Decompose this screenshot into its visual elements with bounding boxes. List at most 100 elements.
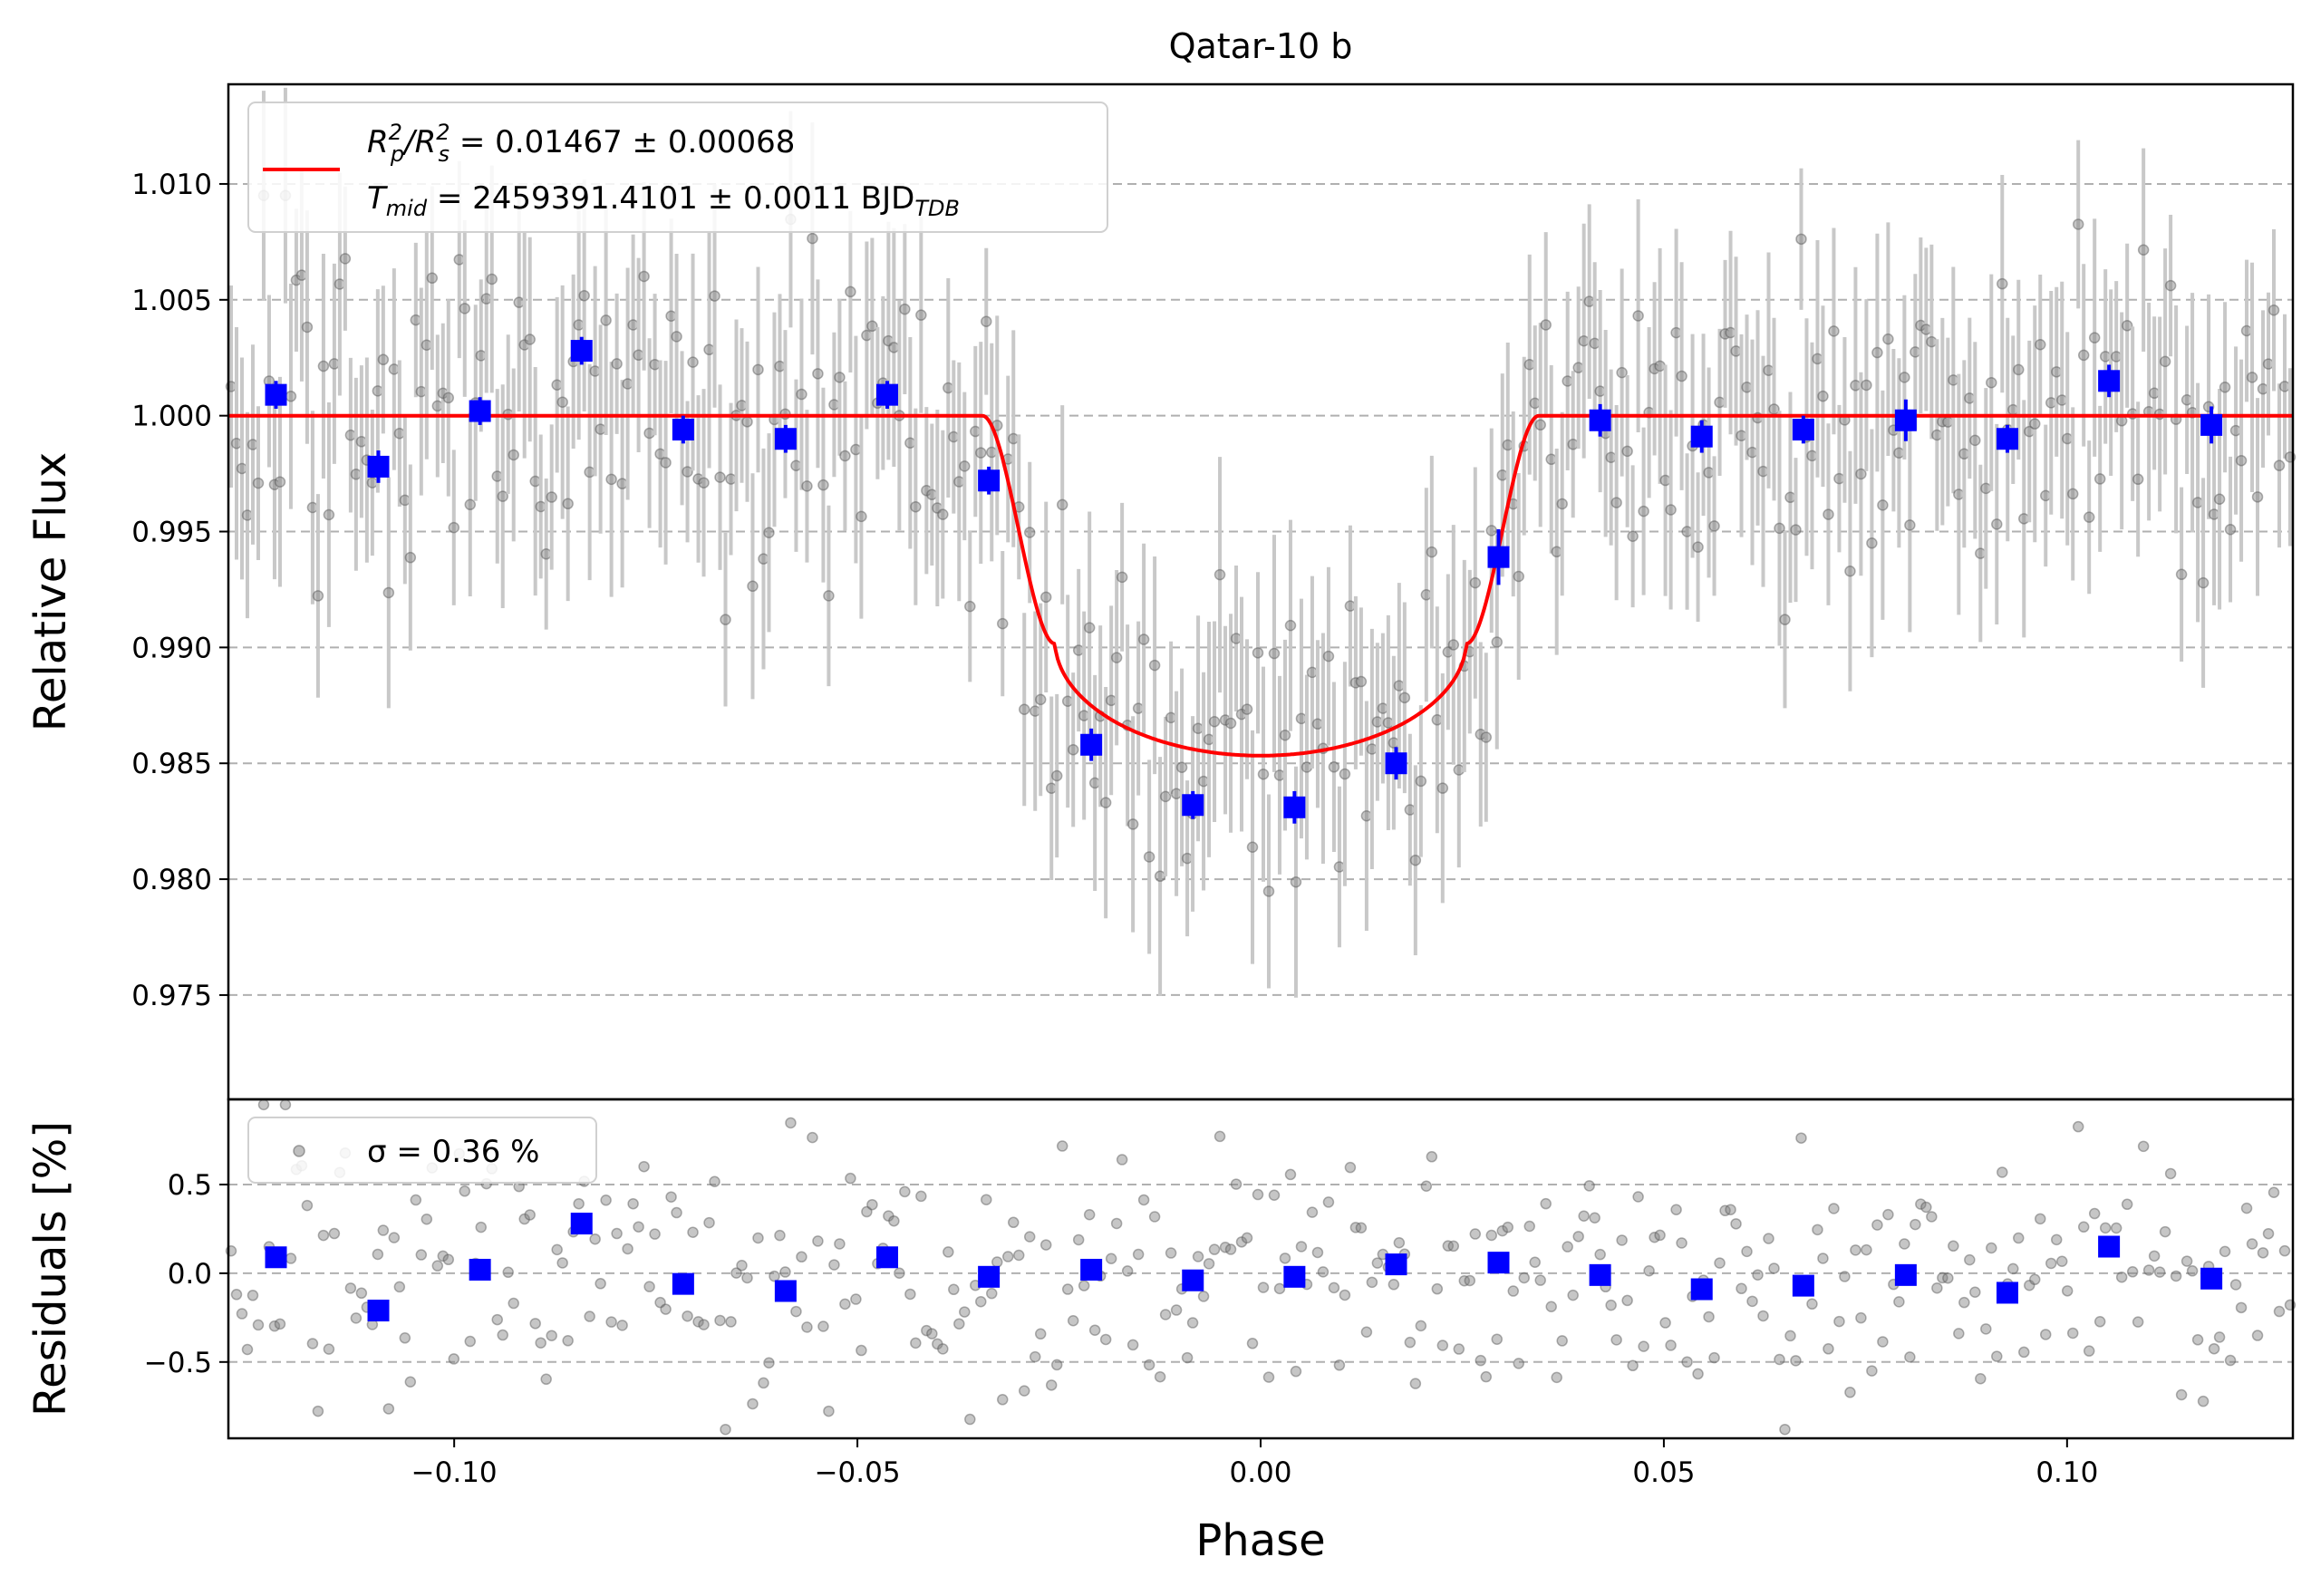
residuals-raw-point <box>638 1160 650 1173</box>
flux-raw-point <box>1252 647 1264 659</box>
residuals-raw-point <box>736 1260 748 1272</box>
residuals-raw-point <box>660 1303 672 1315</box>
residuals-raw-point <box>301 1199 314 1212</box>
flux-raw-point <box>1284 619 1297 632</box>
residuals-raw-point <box>1866 1365 1878 1377</box>
residuals-raw-point <box>817 1320 829 1332</box>
residuals-raw-point <box>1083 1208 1096 1221</box>
flux-raw-point <box>1882 333 1894 345</box>
residuals-raw-point <box>312 1405 324 1417</box>
flux-raw-point <box>926 488 938 500</box>
residuals-raw-point <box>1295 1241 1308 1253</box>
flux-raw-point <box>1610 497 1622 508</box>
residuals-raw-point <box>665 1191 677 1203</box>
residuals-raw-point <box>1475 1354 1487 1367</box>
residuals-raw-point <box>241 1343 254 1356</box>
flux-raw-point <box>649 358 661 371</box>
residuals-raw-point <box>2121 1198 2133 1211</box>
residuals-raw-point <box>1464 1274 1476 1287</box>
flux-raw-point <box>1420 589 1433 601</box>
residuals-raw-point <box>595 1278 606 1290</box>
residuals-raw-point <box>796 1251 807 1263</box>
transit-model-curve <box>228 413 2293 758</box>
flux-raw-point <box>986 446 998 459</box>
residuals-raw-point <box>1181 1351 1194 1364</box>
flux-raw-point <box>1513 570 1524 583</box>
flux-raw-point <box>1920 324 1932 335</box>
residuals-raw-point <box>1610 1334 1622 1346</box>
flux-raw-point <box>1170 788 1183 799</box>
flux-raw-point <box>964 600 976 613</box>
residuals-raw-point <box>1393 1236 1406 1249</box>
legend-tmid-entry: Tmid = 2459391.4101 ± 0.0011 BJDTDB <box>367 180 960 221</box>
flux-raw-point <box>312 590 324 602</box>
flux-raw-point <box>1926 335 1938 348</box>
residuals-binned-point <box>672 1272 694 1295</box>
flux-raw-point <box>1431 714 1444 726</box>
flux-raw-point <box>1295 712 1308 725</box>
flux-binned-point <box>469 400 491 422</box>
residuals-raw-point <box>2159 1225 2171 1238</box>
flux-raw-point <box>1110 652 1123 663</box>
residuals-raw-point <box>2018 1346 2030 1359</box>
flux-raw-point <box>1572 362 1584 373</box>
residuals-raw-point <box>2013 1232 2025 1244</box>
residuals-raw-point <box>883 1210 894 1222</box>
flux-raw-point <box>2246 372 2258 383</box>
flux-raw-point <box>1214 568 1226 581</box>
residuals-raw-point <box>448 1353 460 1365</box>
residuals-raw-point <box>1371 1257 1384 1269</box>
flux-raw-point <box>295 269 308 281</box>
residuals-raw-point <box>1339 1289 1351 1301</box>
flux-raw-point <box>1594 385 1606 397</box>
residuals-raw-point <box>2208 1342 2220 1355</box>
residuals-raw-point <box>410 1194 422 1206</box>
residuals-raw-point <box>1670 1204 1682 1216</box>
residuals-raw-point <box>2148 1250 2161 1262</box>
residuals-raw-point <box>573 1197 585 1210</box>
flux-raw-point <box>274 476 286 488</box>
flux-raw-point <box>1948 374 1959 386</box>
residuals-raw-point <box>1252 1188 1264 1201</box>
flux-binned-point <box>2098 370 2121 392</box>
residuals-raw-point <box>888 1214 900 1227</box>
residuals-binned-point <box>1996 1282 2018 1304</box>
flux-binned-point <box>2200 413 2223 436</box>
flux-raw-point <box>1241 703 1253 715</box>
residuals-binned-point <box>2098 1235 2121 1258</box>
flux-raw-point <box>1366 743 1378 755</box>
flux-raw-point <box>828 399 840 411</box>
residuals-raw-point <box>1273 1282 1286 1295</box>
residuals-raw-point <box>915 1190 927 1203</box>
residuals-raw-point <box>785 1117 797 1129</box>
flux-raw-point <box>2257 382 2269 395</box>
residuals-raw-point <box>747 1398 759 1410</box>
flux-raw-point <box>2077 349 2090 362</box>
flux-raw-point <box>752 363 764 376</box>
residuals-raw-point <box>671 1206 682 1219</box>
flux-raw-point <box>2050 366 2063 378</box>
flux-raw-point <box>1556 498 1568 510</box>
residuals-raw-point <box>1605 1299 1617 1311</box>
flux-raw-point <box>774 360 786 372</box>
flux-raw-point <box>344 429 357 441</box>
residuals-raw-point <box>437 1250 450 1262</box>
flux-raw-point <box>736 400 748 411</box>
flux-binned-point <box>672 419 694 441</box>
flux-legend-box <box>247 102 1108 233</box>
residuals-raw-point <box>1812 1224 1823 1236</box>
residuals-raw-point <box>997 1394 1009 1406</box>
flux-raw-point <box>497 490 508 502</box>
flux-raw-point <box>1132 702 1145 714</box>
residuals-raw-point <box>2126 1266 2139 1278</box>
residuals-raw-point <box>1534 1274 1546 1286</box>
residuals-raw-point <box>1714 1257 1726 1269</box>
flux-raw-point <box>1567 439 1579 450</box>
residuals-raw-point <box>1980 1323 1992 1335</box>
flux-raw-point <box>975 447 987 459</box>
residuals-binned-point <box>876 1246 899 1269</box>
flux-raw-point <box>2180 394 2193 406</box>
flux-raw-point <box>850 443 862 456</box>
flux-panel: 0.975 0.980 0.985 0.990 0.995 1.000 1.005 1.010… <box>25 82 2296 1101</box>
residuals-raw-point <box>2246 1238 2258 1250</box>
